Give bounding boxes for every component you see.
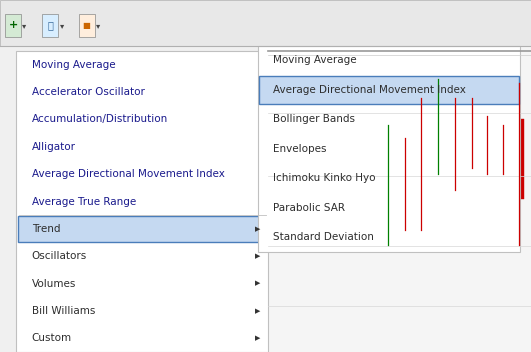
FancyBboxPatch shape xyxy=(18,216,267,241)
FancyBboxPatch shape xyxy=(467,119,476,147)
Text: ▾: ▾ xyxy=(96,21,100,30)
Text: Envelopes: Envelopes xyxy=(273,144,327,154)
FancyBboxPatch shape xyxy=(258,46,520,252)
FancyBboxPatch shape xyxy=(79,14,95,37)
Text: Bollinger Bands: Bollinger Bands xyxy=(273,114,355,124)
Text: ■: ■ xyxy=(83,21,90,30)
Text: ▶: ▶ xyxy=(255,335,260,341)
Text: Average Directional Movement Index: Average Directional Movement Index xyxy=(273,85,466,95)
Text: Oscillators: Oscillators xyxy=(32,251,87,261)
Text: Trend: Trend xyxy=(32,224,61,234)
Text: Moving Average: Moving Average xyxy=(32,60,115,70)
Text: ▶: ▶ xyxy=(255,253,260,259)
Text: Ichimoku Kinko Hyo: Ichimoku Kinko Hyo xyxy=(273,173,376,183)
FancyBboxPatch shape xyxy=(499,147,508,156)
FancyBboxPatch shape xyxy=(268,46,531,352)
Text: ▾: ▾ xyxy=(59,21,64,30)
Text: ▾: ▾ xyxy=(22,21,27,30)
Text: Alligator: Alligator xyxy=(32,142,76,152)
Text: +: + xyxy=(8,20,18,30)
Text: Average Directional Movement Index: Average Directional Movement Index xyxy=(32,169,225,179)
Text: ▶: ▶ xyxy=(255,281,260,287)
FancyBboxPatch shape xyxy=(433,101,442,138)
FancyBboxPatch shape xyxy=(416,110,425,174)
Text: Average True Range: Average True Range xyxy=(32,196,136,207)
Text: ⏰: ⏰ xyxy=(47,20,54,30)
Text: Accelerator Oscillator: Accelerator Oscillator xyxy=(32,87,145,97)
FancyBboxPatch shape xyxy=(515,119,524,199)
Text: ▶: ▶ xyxy=(255,308,260,314)
Text: Custom: Custom xyxy=(32,333,72,343)
Text: Moving Average: Moving Average xyxy=(273,56,357,65)
Text: Standard Deviation: Standard Deviation xyxy=(273,232,374,242)
FancyBboxPatch shape xyxy=(383,162,392,199)
FancyBboxPatch shape xyxy=(259,76,519,103)
FancyBboxPatch shape xyxy=(5,14,21,37)
Text: Volumes: Volumes xyxy=(32,278,76,289)
FancyBboxPatch shape xyxy=(450,119,459,156)
FancyBboxPatch shape xyxy=(16,51,268,352)
FancyBboxPatch shape xyxy=(42,14,58,37)
FancyBboxPatch shape xyxy=(0,0,531,46)
Text: Accumulation/Distribution: Accumulation/Distribution xyxy=(32,114,168,125)
Text: Parabolic SAR: Parabolic SAR xyxy=(273,202,346,213)
FancyBboxPatch shape xyxy=(483,134,492,156)
Text: ▶: ▶ xyxy=(255,226,260,232)
Text: Bill Williams: Bill Williams xyxy=(32,306,95,316)
FancyBboxPatch shape xyxy=(400,181,409,211)
